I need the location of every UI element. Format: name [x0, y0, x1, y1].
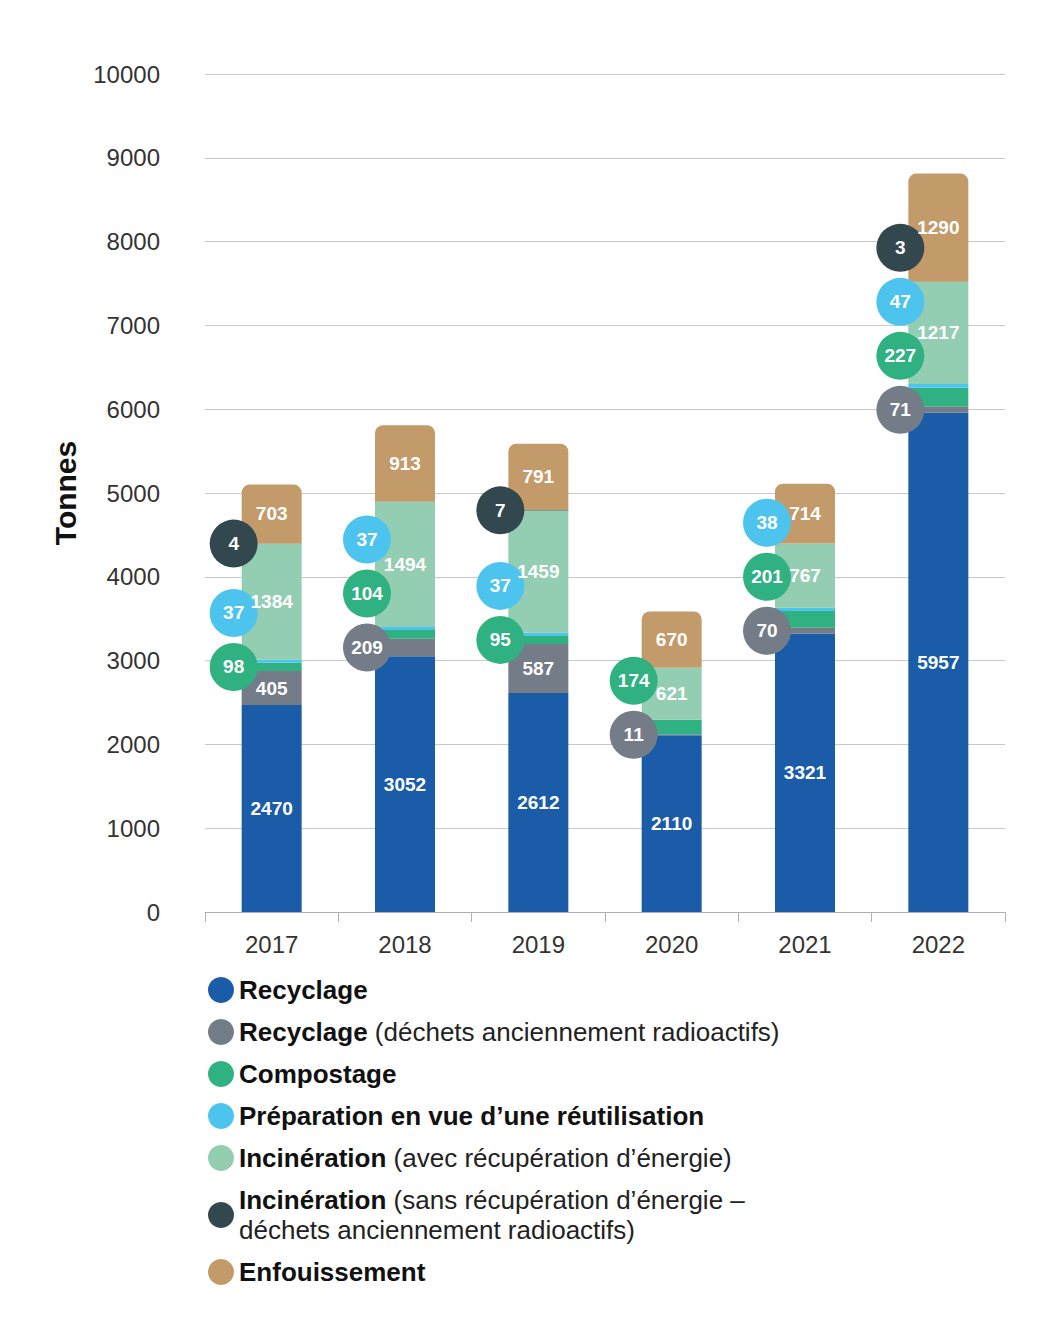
svg-text:209: 209 [351, 637, 383, 658]
svg-text:37: 37 [223, 602, 244, 623]
svg-text:201: 201 [751, 566, 783, 587]
svg-text:2470: 2470 [251, 798, 293, 819]
svg-text:5957: 5957 [917, 652, 959, 673]
svg-text:11: 11 [624, 724, 645, 745]
svg-text:Compostage: Compostage [239, 1059, 396, 1089]
svg-text:2612: 2612 [517, 792, 559, 813]
svg-text:70: 70 [756, 620, 777, 641]
svg-text:5000: 5000 [107, 480, 160, 507]
svg-text:2000: 2000 [107, 731, 160, 758]
svg-text:2017: 2017 [245, 931, 298, 958]
svg-text:95: 95 [490, 629, 512, 650]
svg-text:767: 767 [789, 565, 821, 586]
svg-text:3000: 3000 [107, 647, 160, 674]
svg-text:8000: 8000 [107, 228, 160, 255]
svg-text:227: 227 [884, 345, 916, 366]
svg-text:2019: 2019 [512, 931, 565, 958]
svg-text:1384: 1384 [251, 591, 294, 612]
svg-text:621: 621 [656, 683, 688, 704]
svg-text:7: 7 [495, 500, 506, 521]
svg-text:104: 104 [351, 583, 383, 604]
svg-text:587: 587 [522, 658, 554, 679]
svg-text:Enfouissement: Enfouissement [239, 1257, 426, 1287]
svg-text:703: 703 [256, 503, 288, 524]
svg-text:4: 4 [228, 533, 239, 554]
svg-text:6000: 6000 [107, 396, 160, 423]
svg-text:174: 174 [618, 670, 650, 691]
svg-text:714: 714 [789, 503, 821, 524]
svg-text:3321: 3321 [784, 762, 827, 783]
svg-text:2018: 2018 [378, 931, 431, 958]
svg-text:4000: 4000 [107, 563, 160, 590]
svg-text:37: 37 [490, 575, 511, 596]
svg-text:Recyclage: Recyclage [239, 975, 368, 1005]
svg-text:10000: 10000 [93, 61, 160, 88]
svg-text:37: 37 [356, 529, 377, 550]
svg-text:7000: 7000 [107, 312, 160, 339]
svg-text:déchets anciennement radioacti: déchets anciennement radioactifs) [239, 1215, 635, 1245]
svg-text:913: 913 [389, 453, 421, 474]
svg-text:38: 38 [756, 512, 777, 533]
svg-text:71: 71 [890, 399, 912, 420]
svg-text:Recyclage: Recyclage [239, 1017, 368, 1047]
svg-text:Incinération: Incinération [239, 1143, 386, 1173]
svg-text:405: 405 [256, 678, 288, 699]
svg-text:98: 98 [223, 656, 244, 677]
svg-text:791: 791 [522, 466, 554, 487]
svg-text:2020: 2020 [645, 931, 698, 958]
svg-text:2022: 2022 [912, 931, 965, 958]
svg-text:9000: 9000 [107, 144, 160, 171]
svg-text:1459: 1459 [517, 561, 559, 582]
svg-text:(avec récupération d’énergie): (avec récupération d’énergie) [394, 1143, 732, 1173]
svg-text:1290: 1290 [917, 217, 959, 238]
svg-text:47: 47 [890, 291, 911, 312]
svg-text:1000: 1000 [107, 815, 160, 842]
svg-text:Tonnes: Tonnes [49, 441, 82, 545]
svg-text:(sans récupération d’énergie –: (sans récupération d’énergie – [394, 1185, 746, 1215]
svg-text:3052: 3052 [384, 774, 426, 795]
svg-text:0: 0 [147, 899, 160, 926]
svg-text:2110: 2110 [651, 813, 692, 834]
svg-text:(déchets anciennement radioact: (déchets anciennement radioactifs) [375, 1017, 780, 1047]
svg-text:1494: 1494 [384, 554, 427, 575]
svg-text:670: 670 [656, 629, 688, 650]
svg-text:Incinération: Incinération [239, 1185, 386, 1215]
svg-text:Préparation en vue d’une réuti: Préparation en vue d’une réutilisation [239, 1101, 704, 1131]
svg-text:1217: 1217 [917, 322, 959, 343]
svg-text:2021: 2021 [778, 931, 831, 958]
svg-text:3: 3 [895, 237, 906, 258]
